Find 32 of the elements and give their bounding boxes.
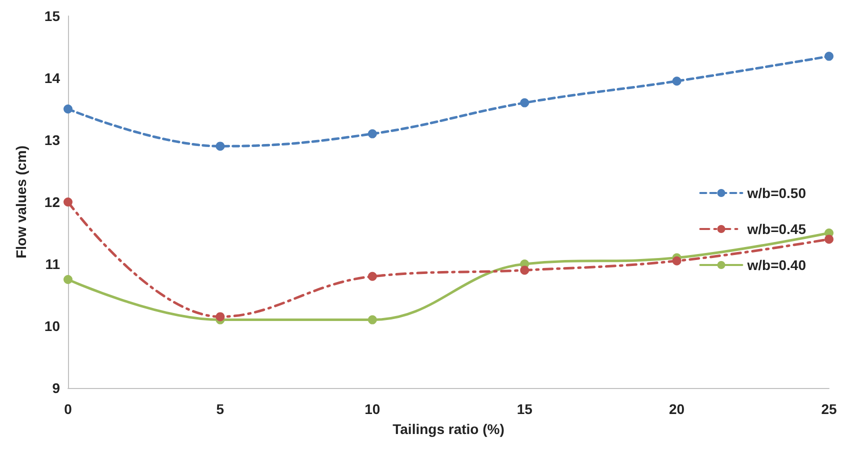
- legend-label: w/b=0.45: [746, 221, 806, 237]
- legend-label: w/b=0.50: [746, 185, 806, 201]
- x-tick-label: 20: [669, 401, 685, 417]
- point: [216, 312, 225, 322]
- point: [216, 142, 225, 151]
- x-tick-label: 25: [821, 401, 837, 417]
- point: [64, 198, 72, 206]
- legend-label: w/b=0.40: [746, 257, 806, 273]
- x-tick-label: 15: [516, 401, 533, 417]
- point: [368, 272, 377, 281]
- y-tick-label: 15: [44, 8, 60, 24]
- point: [64, 104, 72, 114]
- x-axis-title: Tailings ratio (%): [392, 421, 504, 437]
- y-axis-title: Flow values (cm): [13, 146, 29, 258]
- y-tick-label: 13: [44, 132, 60, 148]
- y-tick-label: 11: [45, 256, 60, 272]
- point: [672, 256, 682, 266]
- x-tick-label: 5: [216, 401, 224, 417]
- point: [672, 76, 682, 86]
- y-tick-label: 9: [52, 380, 60, 396]
- y-tick-label: 12: [44, 194, 60, 210]
- x-tick-label: 10: [364, 401, 380, 417]
- point: [520, 266, 530, 275]
- y-tick-label: 10: [44, 318, 60, 334]
- point: [368, 315, 377, 324]
- x-tick-label: 0: [64, 401, 72, 417]
- point: [824, 52, 834, 61]
- point: [824, 234, 834, 244]
- point: [368, 129, 377, 138]
- point: [64, 275, 72, 284]
- y-tick-label: 14: [44, 70, 60, 86]
- point: [520, 98, 530, 108]
